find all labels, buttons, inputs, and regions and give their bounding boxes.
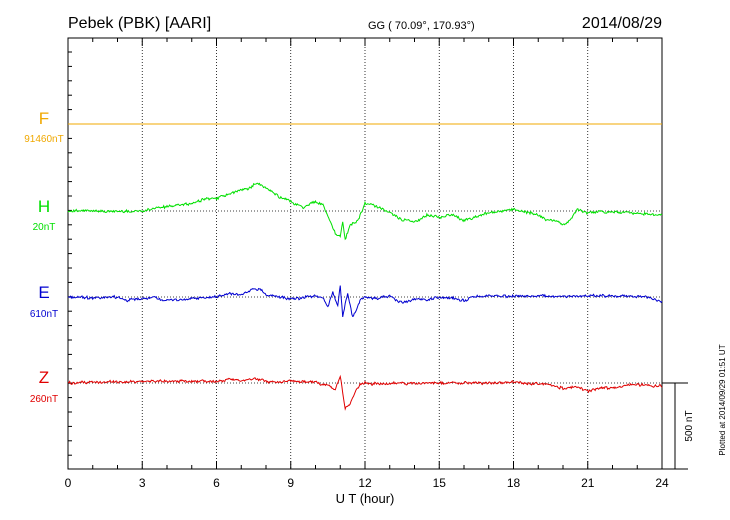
grid-lines (68, 38, 662, 469)
x-axis-label: U T (hour) (336, 491, 395, 506)
series-baseline-z: 260nT (30, 394, 58, 405)
series-name-h: H (38, 197, 50, 216)
series-name-z: Z (39, 368, 49, 387)
x-tick-label: 9 (287, 476, 294, 490)
series-name-f: F (39, 109, 49, 128)
scale-bar-label: 500 nT (684, 410, 695, 441)
x-axis-ticks: 0 3 6 9 12 15 18 21 24 (65, 38, 669, 490)
series-line-h (67, 182, 663, 241)
x-tick-label: 3 (139, 476, 146, 490)
series-labels: F 91460nT H 20nT E 610nT Z 260nT (24, 109, 63, 405)
station-coordinates: GG ( 70.09°, 170.93°) (368, 20, 475, 32)
series-line-z (67, 374, 663, 411)
series-baseline-h: 20nT (33, 222, 56, 233)
x-tick-label: 12 (358, 476, 372, 490)
x-tick-label: 18 (507, 476, 521, 490)
scale-bar: 500 nT (662, 382, 695, 470)
x-tick-label: 0 (65, 476, 72, 490)
series-layer (67, 123, 663, 411)
x-tick-label: 15 (433, 476, 447, 490)
plotted-at-label: Plotted at 2014/09/29 01:51 UT (718, 344, 727, 455)
x-tick-label: 6 (213, 476, 220, 490)
series-name-e: E (38, 283, 49, 302)
series-line-e (67, 285, 663, 318)
series-baseline-f: 91460nT (24, 134, 63, 145)
series-baseline-e: 610nT (30, 309, 58, 320)
date-label: 2014/08/29 (582, 15, 662, 32)
x-tick-label: 24 (655, 476, 669, 490)
x-tick-label: 21 (581, 476, 595, 490)
station-title: Pebek (PBK) [AARI] (68, 15, 211, 32)
